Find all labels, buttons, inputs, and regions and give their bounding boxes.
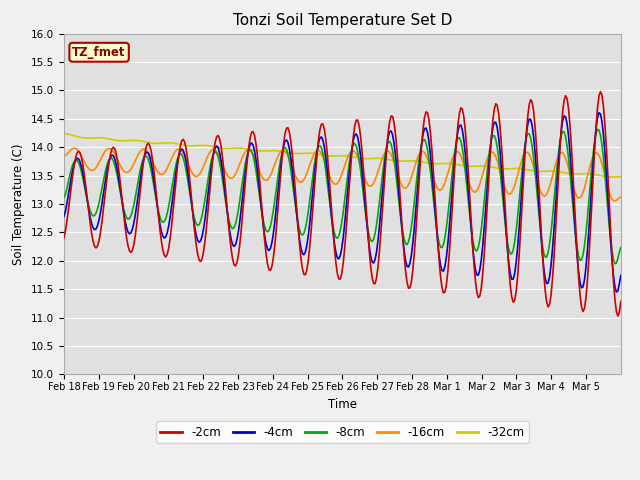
- Y-axis label: Soil Temperature (C): Soil Temperature (C): [12, 143, 26, 265]
- X-axis label: Time: Time: [328, 397, 357, 410]
- Legend: -2cm, -4cm, -8cm, -16cm, -32cm: -2cm, -4cm, -8cm, -16cm, -32cm: [156, 421, 529, 444]
- Text: TZ_fmet: TZ_fmet: [72, 46, 126, 59]
- Title: Tonzi Soil Temperature Set D: Tonzi Soil Temperature Set D: [233, 13, 452, 28]
